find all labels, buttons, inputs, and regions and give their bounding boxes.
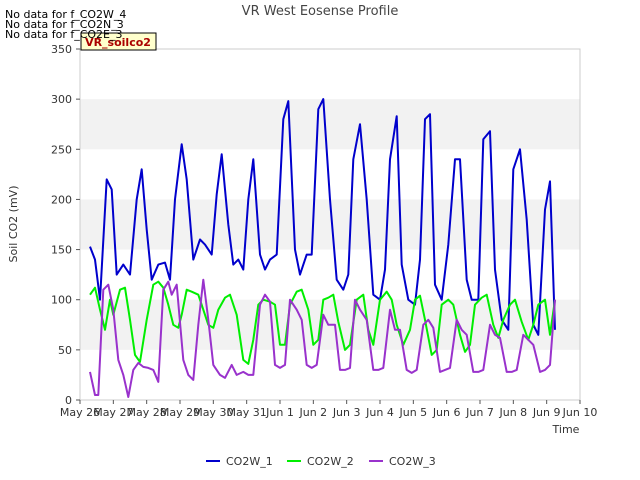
y-tick-label: 200 (51, 193, 72, 206)
x-tick-label: May 26 (60, 406, 100, 419)
x-tick-label: Jun 6 (432, 406, 461, 419)
x-tick-label: Jun 8 (498, 406, 527, 419)
no-data-message-3: No data for f_CO2E_3 (5, 28, 123, 41)
legend-label: CO2W_1 (226, 455, 273, 468)
y-tick-label: 0 (65, 394, 72, 407)
x-tick-label: Jun 3 (332, 406, 361, 419)
plot-frame (79, 48, 581, 401)
y-tick-label: 100 (51, 294, 72, 307)
x-tick-label: Jun 5 (398, 406, 427, 419)
no-data-message-2: No data for f_CO2N_3 (5, 18, 124, 31)
legend-label: CO2W_2 (307, 455, 354, 468)
y-tick-label: 250 (51, 143, 72, 156)
y-axis-label: Soil CO2 (mV) (7, 186, 20, 263)
chart-title: VR West Eosense Profile (242, 4, 399, 19)
series-lines (89, 98, 556, 398)
y-tick-label: 350 (51, 43, 72, 56)
x-tick-label: May 28 (127, 406, 167, 419)
legend-label: CO2W_3 (389, 455, 436, 468)
x-tick-label: Jun 7 (465, 406, 494, 419)
x-tick-label: Jun 10 (562, 406, 598, 419)
series-line-co2w-1 (89, 98, 556, 336)
legend: CO2W_1 CO2W_2 CO2W_3 (206, 455, 436, 468)
y-tick-label: 300 (51, 93, 72, 106)
x-tick-label: Jun 2 (298, 406, 327, 419)
grid-band (80, 99, 580, 150)
series-line-co2w-3 (89, 278, 556, 398)
badge-box (80, 32, 157, 51)
x-tick-label: Jun 1 (265, 406, 294, 419)
x-tick-label: Jun 4 (365, 406, 394, 419)
x-tick-label: May 30 (193, 406, 233, 419)
grid-bands (80, 99, 580, 350)
x-tick-label: Jun 9 (532, 406, 561, 419)
badge-label: VR_soilco2 (85, 36, 151, 49)
y-tick-label: 150 (51, 244, 72, 257)
y-tick-label: 50 (58, 344, 72, 357)
x-tick-label: May 29 (160, 406, 200, 419)
x-axis-label: Time (552, 423, 580, 436)
y-axis-ticks: 0 50 100 150 200 250 300 350 (51, 43, 80, 407)
x-tick-label: May 27 (93, 406, 133, 419)
no-data-message-1: No data for f_CO2W_4 (5, 8, 127, 21)
x-tick-label: May 31 (227, 406, 267, 419)
badge: VR_soilco2 (80, 32, 157, 51)
